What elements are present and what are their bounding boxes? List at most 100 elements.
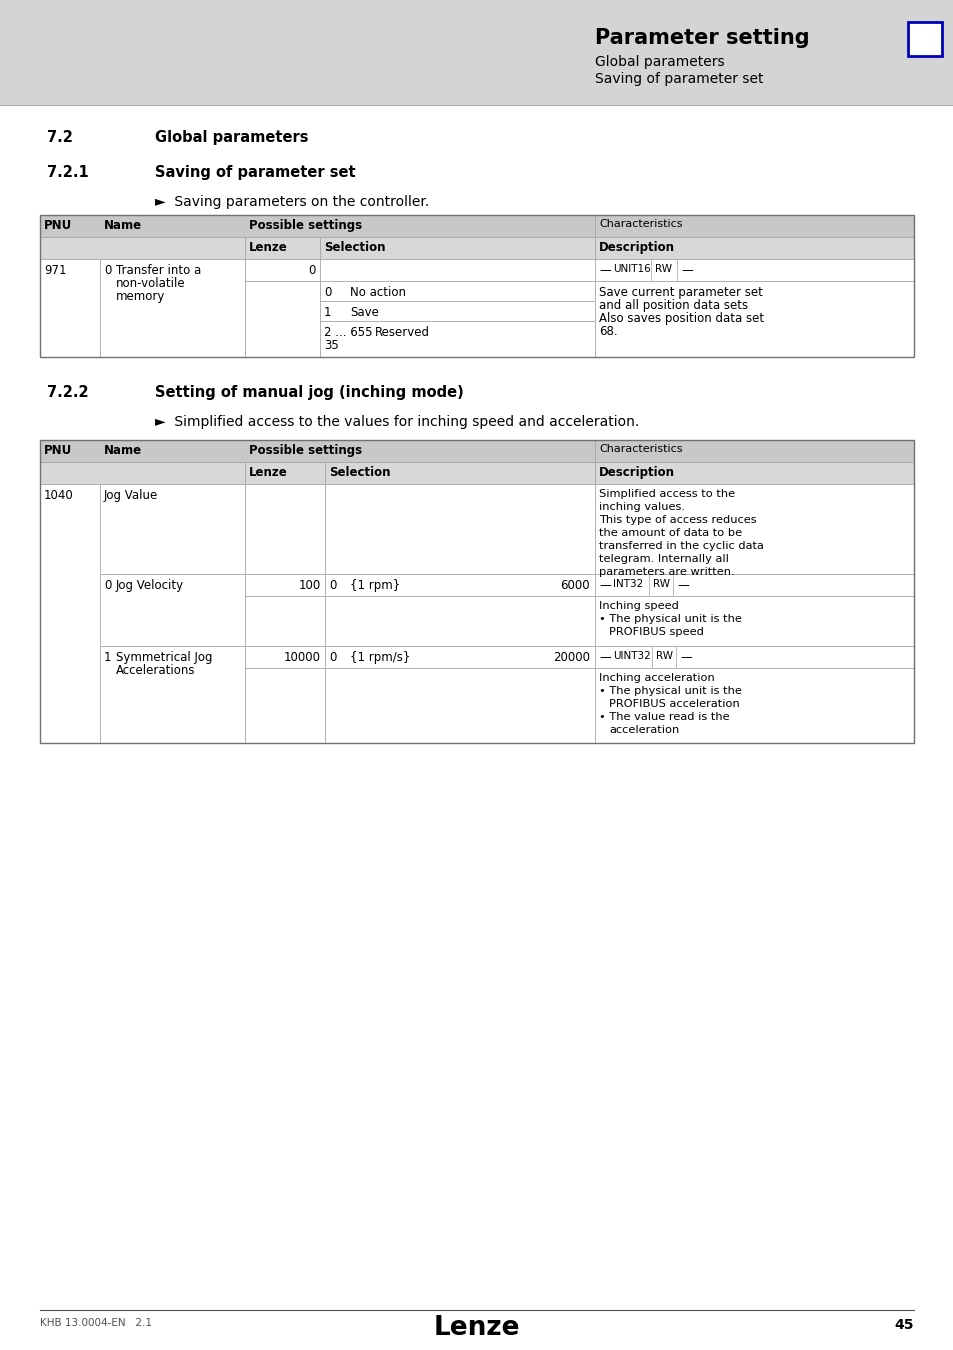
Text: —: — xyxy=(598,265,610,277)
Bar xyxy=(319,259,595,281)
Text: • The physical unit is the: • The physical unit is the xyxy=(598,614,741,624)
Bar xyxy=(40,215,913,356)
Text: 6000: 6000 xyxy=(559,579,589,593)
Bar xyxy=(245,574,325,595)
Bar xyxy=(40,259,100,356)
Bar xyxy=(325,574,595,595)
Text: Symmetrical Jog: Symmetrical Jog xyxy=(116,651,213,664)
Bar xyxy=(595,238,913,259)
Text: {1 rpm}: {1 rpm} xyxy=(350,579,400,593)
Bar xyxy=(595,259,913,281)
Text: —: — xyxy=(598,651,610,664)
Text: 0: 0 xyxy=(104,265,112,277)
Bar xyxy=(595,440,913,462)
Text: RW: RW xyxy=(656,651,672,661)
Bar xyxy=(40,440,913,742)
Text: 10000: 10000 xyxy=(284,651,320,664)
Text: UINT32: UINT32 xyxy=(613,651,650,661)
Text: KHB 13.0004-EN   2.1: KHB 13.0004-EN 2.1 xyxy=(40,1318,152,1328)
Text: This type of access reduces: This type of access reduces xyxy=(598,514,756,525)
Text: Reserved: Reserved xyxy=(375,325,430,339)
Bar xyxy=(319,321,595,356)
Bar xyxy=(245,595,325,647)
Text: 7.2.1: 7.2.1 xyxy=(47,165,89,180)
Text: 100: 100 xyxy=(298,579,320,593)
Text: 45: 45 xyxy=(894,1318,913,1332)
Text: RW: RW xyxy=(652,579,669,589)
Text: • The physical unit is the: • The physical unit is the xyxy=(598,686,741,697)
Bar xyxy=(100,259,245,356)
Text: Description: Description xyxy=(598,242,675,254)
Text: Save current parameter set: Save current parameter set xyxy=(598,286,762,298)
Text: ►  Saving parameters on the controller.: ► Saving parameters on the controller. xyxy=(154,194,429,209)
Bar xyxy=(40,238,245,259)
Text: parameters are written.: parameters are written. xyxy=(598,567,734,576)
Text: Setting of manual jog (inching mode): Setting of manual jog (inching mode) xyxy=(154,385,463,400)
Bar xyxy=(100,574,245,647)
Text: Description: Description xyxy=(598,466,675,479)
Bar xyxy=(245,668,325,743)
Text: Name: Name xyxy=(104,219,142,232)
Bar xyxy=(595,281,913,356)
Text: Jog Value: Jog Value xyxy=(104,489,158,502)
Text: 0: 0 xyxy=(324,286,331,298)
Text: INT32: INT32 xyxy=(613,579,642,589)
Text: Lenze: Lenze xyxy=(249,242,288,254)
Bar xyxy=(40,485,100,742)
Text: • The value read is the: • The value read is the xyxy=(598,711,729,722)
Bar xyxy=(595,647,913,668)
Text: Transfer into a: Transfer into a xyxy=(116,265,201,277)
Bar xyxy=(319,281,595,301)
Text: Also saves position data set: Also saves position data set xyxy=(598,312,763,325)
Text: PNU: PNU xyxy=(44,219,72,232)
Text: Possible settings: Possible settings xyxy=(249,219,362,232)
Bar xyxy=(245,462,325,485)
Text: Possible settings: Possible settings xyxy=(249,444,362,458)
Text: Inching acceleration: Inching acceleration xyxy=(598,674,714,683)
Text: ►  Simplified access to the values for inching speed and acceleration.: ► Simplified access to the values for in… xyxy=(154,414,639,429)
Bar xyxy=(245,485,325,574)
Bar xyxy=(595,485,913,574)
Text: —: — xyxy=(598,579,610,593)
Text: Name: Name xyxy=(104,444,142,458)
Text: Parameter setting: Parameter setting xyxy=(595,28,809,49)
Bar xyxy=(0,0,953,105)
Text: 0: 0 xyxy=(104,579,112,593)
Bar xyxy=(595,462,913,485)
Text: Selection: Selection xyxy=(324,242,385,254)
Text: Global parameters: Global parameters xyxy=(154,130,308,144)
Text: telegram. Internally all: telegram. Internally all xyxy=(598,554,728,564)
Text: 1: 1 xyxy=(324,306,331,319)
Bar xyxy=(595,595,913,647)
Text: PROFIBUS acceleration: PROFIBUS acceleration xyxy=(608,699,739,709)
Bar xyxy=(325,668,595,743)
Text: Jog Velocity: Jog Velocity xyxy=(116,579,184,593)
Bar xyxy=(100,647,245,742)
Text: 7: 7 xyxy=(918,26,931,45)
Bar xyxy=(595,215,913,238)
Text: {1 rpm/s}: {1 rpm/s} xyxy=(350,651,410,664)
Bar xyxy=(40,440,595,462)
Text: Characteristics: Characteristics xyxy=(598,219,681,230)
Text: 2 ... 655: 2 ... 655 xyxy=(324,325,372,339)
Bar xyxy=(325,647,595,668)
Text: Lenze: Lenze xyxy=(249,466,288,479)
Bar xyxy=(325,595,595,647)
Text: Saving of parameter set: Saving of parameter set xyxy=(595,72,762,86)
Text: —: — xyxy=(680,265,692,277)
Text: 0: 0 xyxy=(329,579,336,593)
Text: Save: Save xyxy=(350,306,378,319)
Text: 0: 0 xyxy=(329,651,336,664)
Text: No action: No action xyxy=(350,286,406,298)
Text: UNIT16: UNIT16 xyxy=(613,265,650,274)
Bar xyxy=(245,647,325,668)
Bar xyxy=(40,215,595,238)
Text: —: — xyxy=(677,579,688,593)
Text: Inching speed: Inching speed xyxy=(598,601,679,612)
Bar xyxy=(595,574,913,595)
Text: Saving of parameter set: Saving of parameter set xyxy=(154,165,355,180)
Text: Selection: Selection xyxy=(329,466,390,479)
Text: 20000: 20000 xyxy=(553,651,589,664)
Text: inching values.: inching values. xyxy=(598,502,684,512)
Text: 68.: 68. xyxy=(598,325,617,338)
